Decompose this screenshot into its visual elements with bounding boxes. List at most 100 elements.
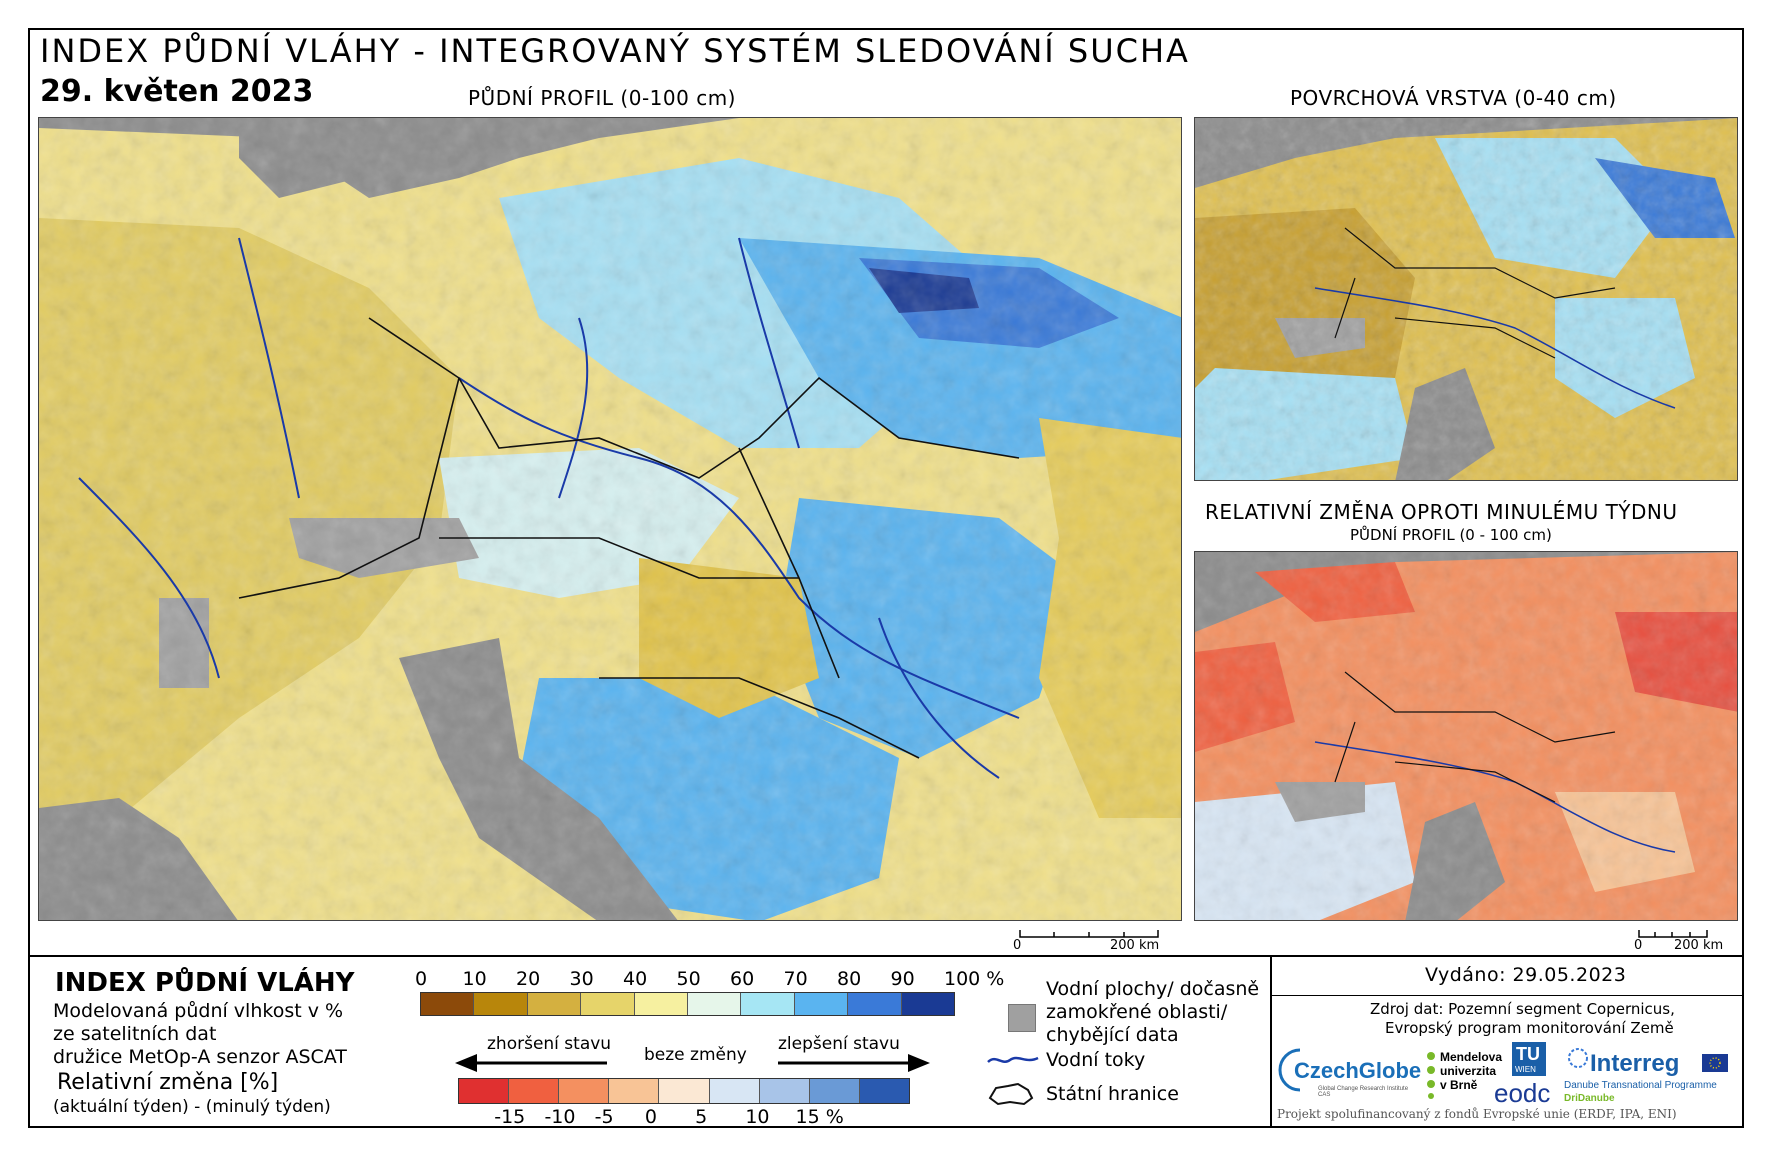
moisture-swatch bbox=[421, 993, 475, 1015]
surface-map bbox=[1194, 117, 1738, 481]
interreg-subtext-1: Danube Transnational Programme bbox=[1564, 1080, 1717, 1091]
change-swatch bbox=[459, 1079, 510, 1103]
issued-divider bbox=[1272, 995, 1744, 996]
moisture-swatch bbox=[527, 993, 582, 1015]
worse-label: zhoršení stavu bbox=[487, 1034, 612, 1054]
mendel-line-2: univerzita bbox=[1440, 1064, 1497, 1078]
change-swatch bbox=[859, 1079, 909, 1103]
change-tick: -15 bbox=[494, 1106, 526, 1128]
change-tick: 5 bbox=[695, 1106, 708, 1128]
change-swatch bbox=[509, 1079, 560, 1103]
czechglobe-text: CzechGlobe bbox=[1294, 1058, 1422, 1083]
water-label-3: chybějící data bbox=[1046, 1024, 1179, 1046]
moisture-tick-labels: 0 10 20 30 40 50 60 70 80 90 100 % bbox=[408, 968, 1008, 992]
surface-rivers bbox=[1314, 287, 1676, 409]
czechglobe-subtext: Global Change Research Institute CAS bbox=[1318, 1086, 1409, 1098]
moisture-tick: 90 bbox=[890, 968, 915, 990]
funding-note: Projekt spolufinancovaný z fondů Evropsk… bbox=[1277, 1107, 1677, 1121]
small-scale-zero: 0 bbox=[1634, 938, 1643, 953]
interreg-subtext-2: DriDanube bbox=[1564, 1093, 1615, 1104]
main-map-label: PŮDNÍ PROFIL (0-100 cm) bbox=[468, 86, 736, 110]
change-tick: 0 bbox=[644, 1106, 657, 1128]
legend-divider bbox=[28, 955, 1744, 957]
moisture-swatch bbox=[474, 993, 528, 1015]
small-scale-bar bbox=[1638, 925, 1708, 938]
border-swatch bbox=[986, 1080, 1036, 1108]
moisture-swatch bbox=[901, 993, 955, 1015]
change-tick: -5 bbox=[594, 1106, 614, 1128]
change-borders bbox=[1334, 671, 1616, 803]
moisture-tick: 80 bbox=[837, 968, 862, 990]
change-swatch bbox=[659, 1079, 710, 1103]
moisture-tick: 70 bbox=[783, 968, 808, 990]
rhone-river bbox=[78, 477, 220, 679]
moisture-tick: 60 bbox=[730, 968, 755, 990]
change-swatch bbox=[809, 1079, 860, 1103]
legend-rel-title: Relativní změna [%] bbox=[57, 1070, 279, 1095]
legend-desc-3: družice MetOp-A senzor ASCAT bbox=[53, 1046, 347, 1068]
moisture-swatch bbox=[848, 993, 902, 1015]
source-line-2: Evropský program monitorování Země bbox=[1385, 1019, 1674, 1037]
change-swatch bbox=[709, 1079, 760, 1103]
moisture-swatch bbox=[634, 993, 689, 1015]
main-scale-end: 200 km bbox=[1110, 938, 1160, 953]
change-map-label: RELATIVNÍ ZMĚNA OPROTI MINULÉMU TÝDNU bbox=[1205, 500, 1678, 524]
change-swatch bbox=[609, 1079, 660, 1103]
surface-map-label: POVRCHOVÁ VRSTVA (0-40 cm) bbox=[1290, 86, 1617, 110]
change-tick: 10 bbox=[745, 1106, 770, 1128]
elbe-river bbox=[558, 317, 589, 499]
change-map-image bbox=[1195, 552, 1737, 920]
main-map-image bbox=[39, 118, 1181, 920]
water-label-1: Vodní plochy/ dočasně bbox=[1046, 978, 1260, 1000]
state-borders bbox=[238, 317, 1020, 759]
moisture-swatch bbox=[741, 993, 795, 1015]
better-label: zlepšení stavu bbox=[778, 1034, 900, 1054]
czechglobe-logo: CzechGlobe Global Change Research Instit… bbox=[1278, 1044, 1422, 1098]
change-swatch bbox=[559, 1079, 610, 1103]
main-scale-zero: 0 bbox=[1013, 938, 1022, 953]
interreg-logo: Interreg Danube Transnational Programme … bbox=[1564, 1046, 1734, 1108]
moisture-tick: 10 bbox=[462, 968, 487, 990]
nochange-label: beze změny bbox=[644, 1045, 747, 1065]
worse-arrow bbox=[455, 1052, 607, 1074]
pixel-texture bbox=[39, 118, 1181, 920]
change-tick-labels: -15 -10 -5 0 5 10 15 % bbox=[458, 1106, 938, 1128]
figure-title: INDEX PŮDNÍ VLÁHY - INTEGROVANÝ SYSTÉM S… bbox=[40, 32, 1190, 70]
footer-divider bbox=[1270, 957, 1272, 1128]
danube-river bbox=[458, 377, 1020, 719]
moisture-tick: 50 bbox=[676, 968, 701, 990]
moisture-tick: 0 bbox=[415, 968, 428, 990]
moisture-swatch bbox=[688, 993, 742, 1015]
main-map bbox=[38, 117, 1182, 921]
surface-borders bbox=[1334, 227, 1616, 359]
moisture-swatch bbox=[581, 993, 635, 1015]
tu-text: TU bbox=[1516, 1044, 1540, 1064]
issued-date: Vydáno: 29.05.2023 bbox=[1425, 964, 1627, 986]
moisture-tick: 100 % bbox=[944, 968, 1005, 990]
mendel-logo: Mendelova univerzita v Brně bbox=[1424, 1050, 1504, 1104]
moisture-colorbar bbox=[420, 992, 955, 1016]
main-scale-bar bbox=[1019, 925, 1159, 938]
mendel-line-1: Mendelova bbox=[1440, 1050, 1503, 1064]
change-tick: -10 bbox=[544, 1106, 576, 1128]
nodata-swatch bbox=[1008, 1004, 1036, 1032]
change-map bbox=[1194, 551, 1738, 921]
better-arrow bbox=[778, 1052, 930, 1074]
moisture-tick: 40 bbox=[623, 968, 648, 990]
mendel-line-3: v Brně bbox=[1440, 1078, 1478, 1092]
tu-subtext: WIEN bbox=[1515, 1065, 1536, 1074]
legend-rel-desc: (aktuální týden) - (minulý týden) bbox=[53, 1097, 331, 1117]
rhine-river bbox=[238, 237, 300, 499]
rivers-label: Vodní toky bbox=[1046, 1049, 1146, 1071]
borders-label: Státní hranice bbox=[1046, 1083, 1179, 1105]
moisture-swatch bbox=[794, 993, 849, 1015]
source-line-1: Zdroj dat: Pozemní segment Copernicus, bbox=[1370, 1000, 1675, 1018]
moisture-tick: 30 bbox=[569, 968, 594, 990]
change-swatch bbox=[759, 1079, 810, 1103]
interreg-text: Interreg bbox=[1590, 1050, 1680, 1077]
water-label-2: zamokřené oblasti/ bbox=[1046, 1001, 1228, 1023]
change-colorbar bbox=[458, 1078, 910, 1104]
river-swatch bbox=[986, 1052, 1041, 1068]
vistula-river bbox=[738, 237, 800, 449]
change-map-sublabel: PŮDNÍ PROFIL (0 - 100 cm) bbox=[1350, 526, 1552, 544]
